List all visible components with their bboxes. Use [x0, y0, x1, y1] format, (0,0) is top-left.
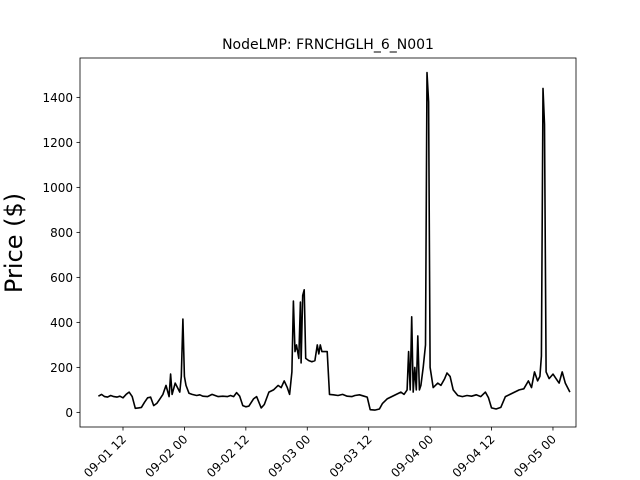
series-line-0: [97, 71, 571, 411]
y-axis-ticks: 0 200 400 600 800 1000 1200 1400: [42, 91, 80, 420]
y-tick-label: 600: [50, 271, 73, 285]
plot-frame: [79, 57, 577, 428]
y-tick-label: 1400: [42, 91, 73, 105]
y-tick-label: 1000: [42, 181, 73, 195]
y-tick-label: 800: [50, 226, 73, 240]
y-axis-label: Price ($): [0, 193, 28, 293]
y-tick-label: 1200: [42, 136, 73, 150]
series-layer: [97, 71, 571, 411]
chart-title: NodeLMP: FRNCHGLH_6_N001: [222, 37, 434, 53]
y-tick-label: 0: [65, 406, 73, 420]
y-tick-label: 400: [50, 316, 73, 330]
y-tick-label: 200: [50, 361, 73, 375]
